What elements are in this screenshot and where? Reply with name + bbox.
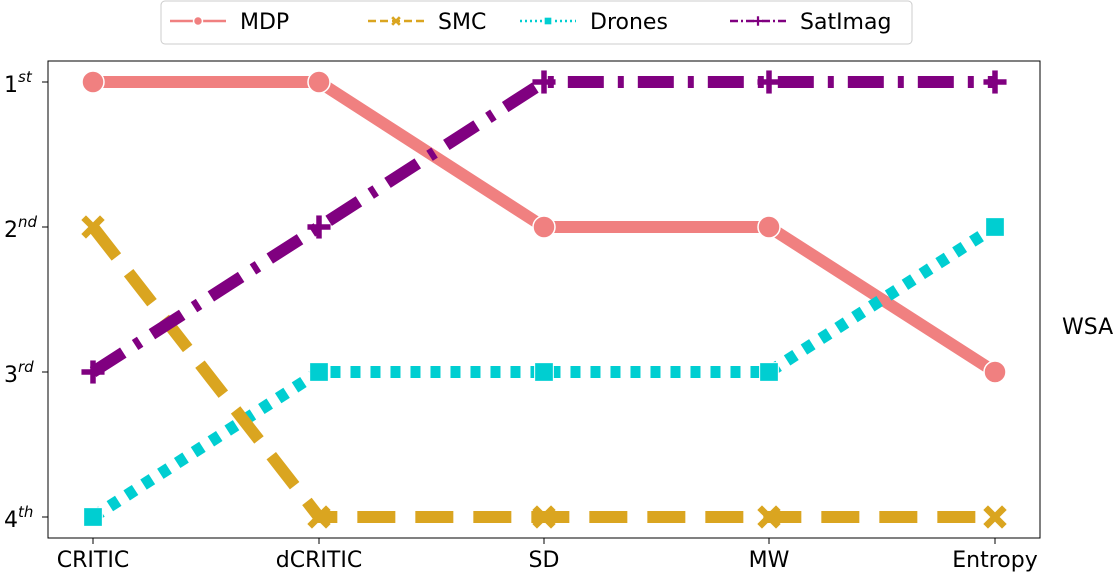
legend-box [160, 0, 913, 45]
point-drones-entropy [985, 217, 1005, 237]
point-mdp-entropy [983, 360, 1007, 384]
x-tick-label: SD [529, 548, 560, 572]
x-tick-label: CRITIC [57, 548, 129, 572]
point-smc-critic [81, 215, 105, 239]
y-tick-label-2: 2nd [4, 213, 38, 243]
point-satimag-sd [532, 70, 556, 94]
point-mdp-critic [81, 70, 105, 94]
point-satimag-mw [757, 70, 781, 94]
series-line-drones [89, 221, 999, 523]
point-drones-sd [534, 362, 554, 382]
legend-marker-satimag [753, 16, 763, 26]
point-satimag-entropy [983, 70, 1007, 94]
x-axis: CRITIC dCRITIC SD MW Entropy [57, 538, 1038, 572]
point-satimag-critic [81, 360, 105, 384]
y-tick-label-3: 3rd [4, 358, 34, 388]
series-layer [81, 70, 1007, 529]
point-smc-dcritic [307, 505, 331, 529]
point-smc-sd [532, 505, 556, 529]
x-tick-label: MW [749, 548, 790, 572]
legend-marker-mdp [192, 15, 204, 27]
point-drones-dcritic [309, 362, 329, 382]
legend-marker-smc [391, 16, 401, 26]
series-mdp [81, 70, 1007, 384]
legend-label-mdp: MDP [240, 10, 289, 35]
legend-item-drones[interactable]: Drones [520, 10, 668, 35]
point-smc-mw [757, 505, 781, 529]
y-tick-label-4: 4th [4, 503, 33, 533]
point-smc-entropy [983, 505, 1007, 529]
legend[interactable]: MDP SMC Drones SatImag [160, 0, 913, 45]
legend-item-mdp[interactable]: MDP [170, 10, 289, 35]
legend-item-smc[interactable]: SMC [368, 10, 486, 35]
legend-label-drones: Drones [590, 10, 668, 35]
legend-label-satimag: SatImag [800, 10, 891, 35]
point-drones-critic [83, 507, 103, 527]
legend-label-smc: SMC [438, 10, 486, 35]
point-satimag-dcritic [307, 215, 331, 239]
series-drones [83, 217, 1005, 527]
point-mdp-dcritic [307, 70, 331, 94]
legend-item-satimag[interactable]: SatImag [730, 10, 891, 35]
y-tick-label-1: 1st [4, 68, 33, 98]
point-drones-mw [759, 362, 779, 382]
x-tick-label: dCRITIC [276, 548, 362, 572]
point-mdp-sd [532, 215, 556, 239]
legend-marker-drones [543, 16, 553, 26]
x-tick-label: Entropy [952, 548, 1037, 572]
series-smc [81, 215, 1007, 529]
y-axis: 1st 2nd 3rd 4th [4, 68, 48, 533]
side-label: WSA [1062, 315, 1113, 340]
series-satimag [81, 70, 1007, 384]
point-mdp-mw [757, 215, 781, 239]
